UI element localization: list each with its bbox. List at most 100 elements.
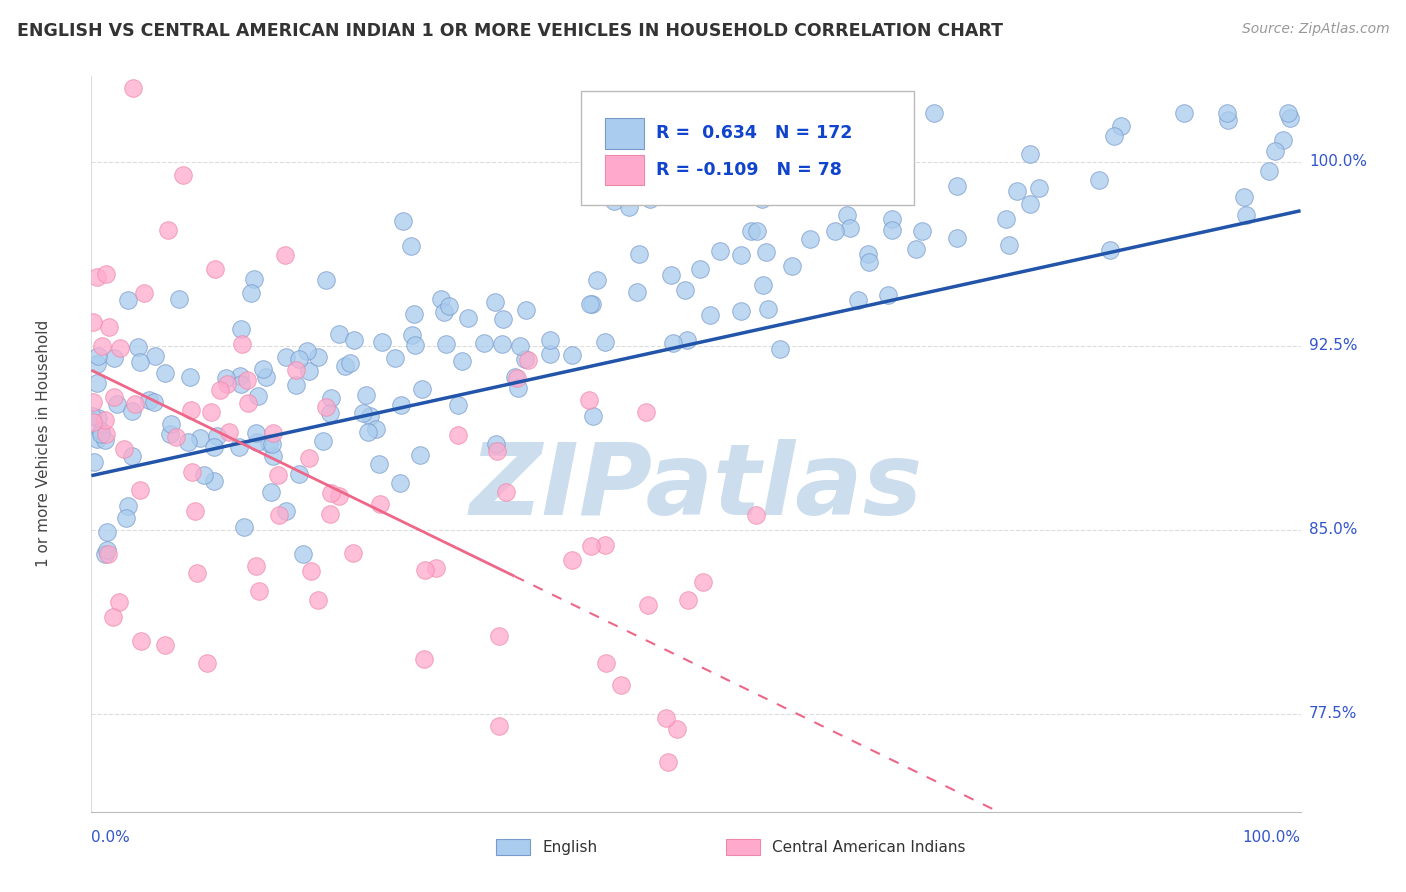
Point	[333, 359, 356, 374]
Point	[561, 348, 583, 362]
Point	[676, 593, 699, 607]
Point	[297, 344, 319, 359]
Point	[91, 339, 114, 353]
Point	[579, 539, 602, 553]
Point	[103, 390, 125, 404]
Point	[946, 178, 969, 193]
Point	[411, 382, 433, 396]
Point	[662, 335, 685, 350]
Point	[1018, 146, 1040, 161]
Point	[578, 392, 600, 407]
FancyBboxPatch shape	[725, 839, 761, 855]
Point	[1278, 111, 1301, 125]
Point	[121, 404, 143, 418]
Text: R =  0.634   N = 172: R = 0.634 N = 172	[657, 124, 852, 142]
Point	[90, 424, 112, 438]
Point	[297, 450, 319, 465]
Point	[751, 192, 773, 206]
Point	[82, 394, 104, 409]
Point	[402, 307, 425, 321]
Point	[319, 406, 342, 420]
Point	[368, 458, 391, 472]
Point	[638, 192, 661, 206]
Point	[709, 244, 731, 258]
Point	[94, 433, 117, 447]
Point	[595, 656, 617, 670]
Text: 92.5%: 92.5%	[1309, 338, 1358, 353]
Point	[87, 411, 110, 425]
Point	[997, 238, 1019, 252]
Point	[730, 304, 752, 318]
Point	[262, 425, 284, 440]
Point	[236, 373, 259, 387]
Point	[319, 486, 342, 500]
Point	[86, 269, 108, 284]
Point	[312, 434, 335, 449]
Point	[484, 294, 506, 309]
Point	[288, 351, 311, 366]
Point	[143, 349, 166, 363]
Point	[538, 347, 561, 361]
Point	[90, 426, 112, 441]
Point	[779, 181, 801, 195]
Point	[342, 546, 364, 560]
Point	[491, 337, 513, 351]
Point	[799, 232, 821, 246]
Text: 1 or more Vehicles in Household: 1 or more Vehicles in Household	[35, 320, 51, 567]
Point	[131, 633, 153, 648]
Point	[274, 247, 297, 261]
Point	[627, 247, 650, 261]
Point	[114, 442, 136, 457]
Point	[179, 370, 201, 384]
Point	[298, 364, 321, 378]
Point	[1111, 119, 1133, 133]
Point	[202, 474, 225, 488]
Point	[94, 267, 117, 281]
Point	[1018, 197, 1040, 211]
Point	[447, 427, 470, 442]
Point	[96, 543, 118, 558]
Point	[245, 426, 267, 441]
Point	[655, 711, 678, 725]
Point	[602, 194, 624, 208]
Point	[911, 225, 934, 239]
Point	[218, 425, 240, 439]
Point	[593, 335, 616, 350]
Point	[1005, 185, 1028, 199]
Point	[858, 247, 880, 261]
Point	[319, 507, 342, 521]
Point	[101, 610, 124, 624]
Point	[267, 468, 290, 483]
Point	[245, 559, 267, 574]
Text: Source: ZipAtlas.com: Source: ZipAtlas.com	[1241, 22, 1389, 37]
Text: 100.0%: 100.0%	[1243, 830, 1301, 845]
Point	[488, 719, 510, 733]
Point	[1264, 144, 1286, 158]
Point	[1028, 181, 1050, 195]
Point	[1234, 208, 1257, 222]
Point	[159, 417, 181, 431]
Point	[233, 519, 256, 533]
Point	[905, 242, 928, 256]
Point	[153, 366, 176, 380]
Point	[103, 351, 125, 366]
Point	[247, 584, 270, 599]
Point	[180, 466, 202, 480]
Point	[368, 497, 391, 511]
Point	[354, 388, 377, 402]
Point	[236, 396, 259, 410]
Point	[299, 564, 322, 578]
FancyBboxPatch shape	[605, 118, 644, 149]
Text: Central American Indians: Central American Indians	[772, 839, 966, 855]
Point	[561, 553, 583, 567]
Point	[228, 368, 250, 383]
Point	[262, 449, 284, 463]
Point	[745, 508, 768, 522]
Text: 0.0%: 0.0%	[91, 830, 131, 845]
Point	[195, 657, 218, 671]
Point	[288, 467, 311, 482]
Point	[404, 338, 426, 352]
Point	[824, 224, 846, 238]
Point	[128, 483, 150, 497]
Point	[105, 396, 128, 410]
